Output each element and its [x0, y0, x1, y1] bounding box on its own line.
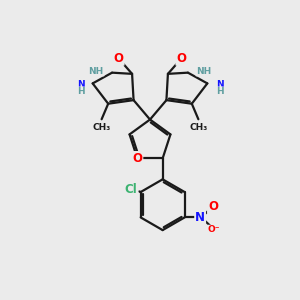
Text: O: O: [208, 200, 218, 213]
Text: O: O: [176, 52, 186, 65]
Text: CH₃: CH₃: [92, 123, 111, 132]
Text: CH₃: CH₃: [189, 123, 208, 132]
Text: H: H: [77, 87, 84, 96]
Text: O: O: [132, 152, 142, 165]
Text: O⁻: O⁻: [208, 226, 220, 235]
Text: N: N: [216, 80, 223, 89]
Text: N: N: [195, 211, 205, 224]
Text: NH: NH: [88, 67, 104, 76]
Text: O: O: [114, 52, 124, 65]
Text: H: H: [216, 87, 223, 96]
Text: Cl: Cl: [125, 183, 137, 196]
Text: NH: NH: [196, 67, 212, 76]
Text: N: N: [77, 80, 84, 89]
